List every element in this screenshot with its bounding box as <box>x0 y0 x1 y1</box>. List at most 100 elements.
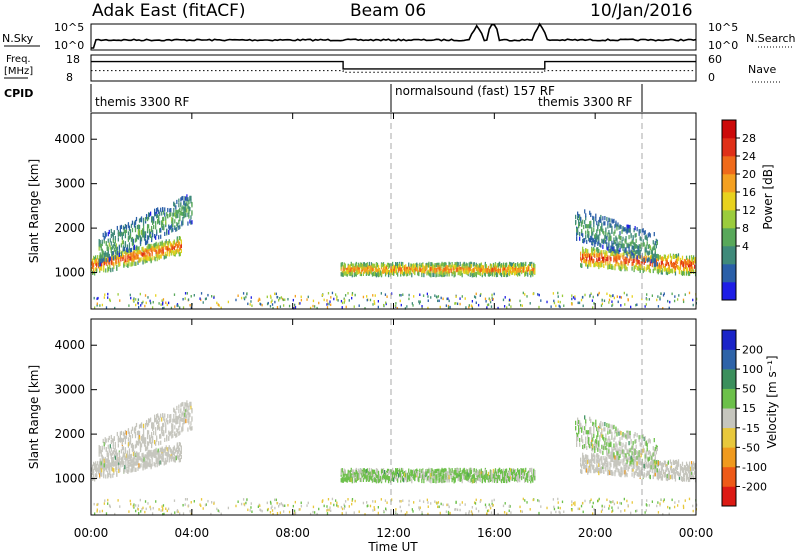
power-cell <box>646 241 648 246</box>
power-cell <box>590 224 592 229</box>
velocity-cell <box>452 472 454 477</box>
velocity-cell <box>515 469 517 474</box>
velocity-cell <box>127 429 130 434</box>
velocity-cell <box>163 448 165 453</box>
power-cell <box>149 253 151 258</box>
power-cell <box>151 306 154 309</box>
power-cell <box>644 230 646 235</box>
power-cell <box>594 263 596 268</box>
velocity-cell <box>584 457 586 463</box>
power-cell <box>587 249 589 254</box>
power-cell <box>632 250 634 255</box>
power-cell <box>678 269 681 274</box>
velocity-cell <box>99 460 101 465</box>
velocity-cell <box>382 474 385 479</box>
power-cell <box>370 265 373 270</box>
velocity-cell <box>147 451 149 456</box>
power-cell <box>147 249 149 254</box>
velocity-cell <box>524 471 526 476</box>
power-cell <box>259 298 261 302</box>
power-cell <box>522 291 524 295</box>
power-cell <box>152 233 154 238</box>
power-cell <box>157 246 159 251</box>
velocity-cell <box>155 431 157 436</box>
velocity-cell <box>340 470 342 475</box>
power-cell <box>672 264 675 269</box>
power-cell <box>622 226 624 231</box>
power-cell <box>142 260 144 265</box>
power-cell <box>611 218 613 223</box>
power-cell <box>135 303 137 307</box>
power-cell <box>625 250 627 255</box>
velocity-cell <box>596 467 598 473</box>
velocity-cell <box>521 470 523 475</box>
velocity-cell <box>112 462 114 467</box>
power-cell <box>503 270 506 275</box>
velocity-cell <box>122 455 124 460</box>
power-cell <box>675 263 678 268</box>
velocity-cell <box>426 477 428 482</box>
power-cell <box>692 255 695 260</box>
velocity-cell <box>391 467 394 473</box>
power-cell <box>110 228 112 234</box>
power-cell <box>598 234 600 239</box>
velocity-cell <box>515 476 517 481</box>
power-cell <box>430 270 432 275</box>
power-cell <box>638 251 640 256</box>
velocity-cell <box>135 467 137 472</box>
power-cell <box>618 263 620 268</box>
power-cell <box>659 264 661 270</box>
velocity-cell <box>170 431 172 436</box>
power-cell <box>98 239 100 244</box>
power-cell <box>312 304 314 308</box>
power-cell <box>131 220 134 225</box>
velocity-cell <box>533 468 535 473</box>
power-cell <box>626 257 628 262</box>
power-cell <box>137 235 140 240</box>
power-cell <box>653 232 655 237</box>
velocity-cell <box>165 426 167 431</box>
velocity-cell <box>136 430 139 436</box>
velocity-cell <box>519 478 521 483</box>
power-cell <box>95 259 97 264</box>
velocity-cell <box>355 478 357 483</box>
power-cell <box>645 248 647 253</box>
power-cell <box>107 232 109 237</box>
velocity-cell <box>158 421 160 426</box>
power-cell <box>155 294 157 297</box>
velocity-cell <box>117 435 119 441</box>
power-cell <box>617 245 619 250</box>
power-cell <box>413 263 415 268</box>
power-cell <box>463 261 465 267</box>
power-cell <box>178 247 180 252</box>
velocity-cell <box>168 458 170 463</box>
velocity-cell <box>614 470 616 475</box>
power-cell <box>220 306 222 310</box>
velocity-cell <box>180 445 183 450</box>
nsky-frame <box>90 23 697 51</box>
power-cell <box>131 228 134 233</box>
power-cell <box>540 299 542 302</box>
power-cell <box>610 245 612 250</box>
power-cell <box>326 303 328 306</box>
power-cell <box>652 246 654 251</box>
power-cell <box>504 296 506 299</box>
velocity-cell <box>155 459 157 464</box>
power-cell <box>140 257 142 262</box>
power-ylabel: Slant Range [km] <box>27 159 41 263</box>
power-cell <box>642 228 644 233</box>
power-cell <box>357 262 359 267</box>
power-cell <box>626 253 628 258</box>
power-cell <box>577 227 579 232</box>
velocity-cell <box>433 475 435 481</box>
power-cell <box>132 238 135 243</box>
power-cell <box>313 305 316 308</box>
power-cell <box>274 300 276 304</box>
velocity-cell <box>625 465 627 471</box>
velocity-cell <box>135 461 137 466</box>
velocity-cell <box>587 470 589 475</box>
velocity-cell <box>177 419 179 424</box>
power-cell <box>399 266 401 271</box>
velocity-cell <box>411 469 413 474</box>
power-cell <box>387 269 390 275</box>
